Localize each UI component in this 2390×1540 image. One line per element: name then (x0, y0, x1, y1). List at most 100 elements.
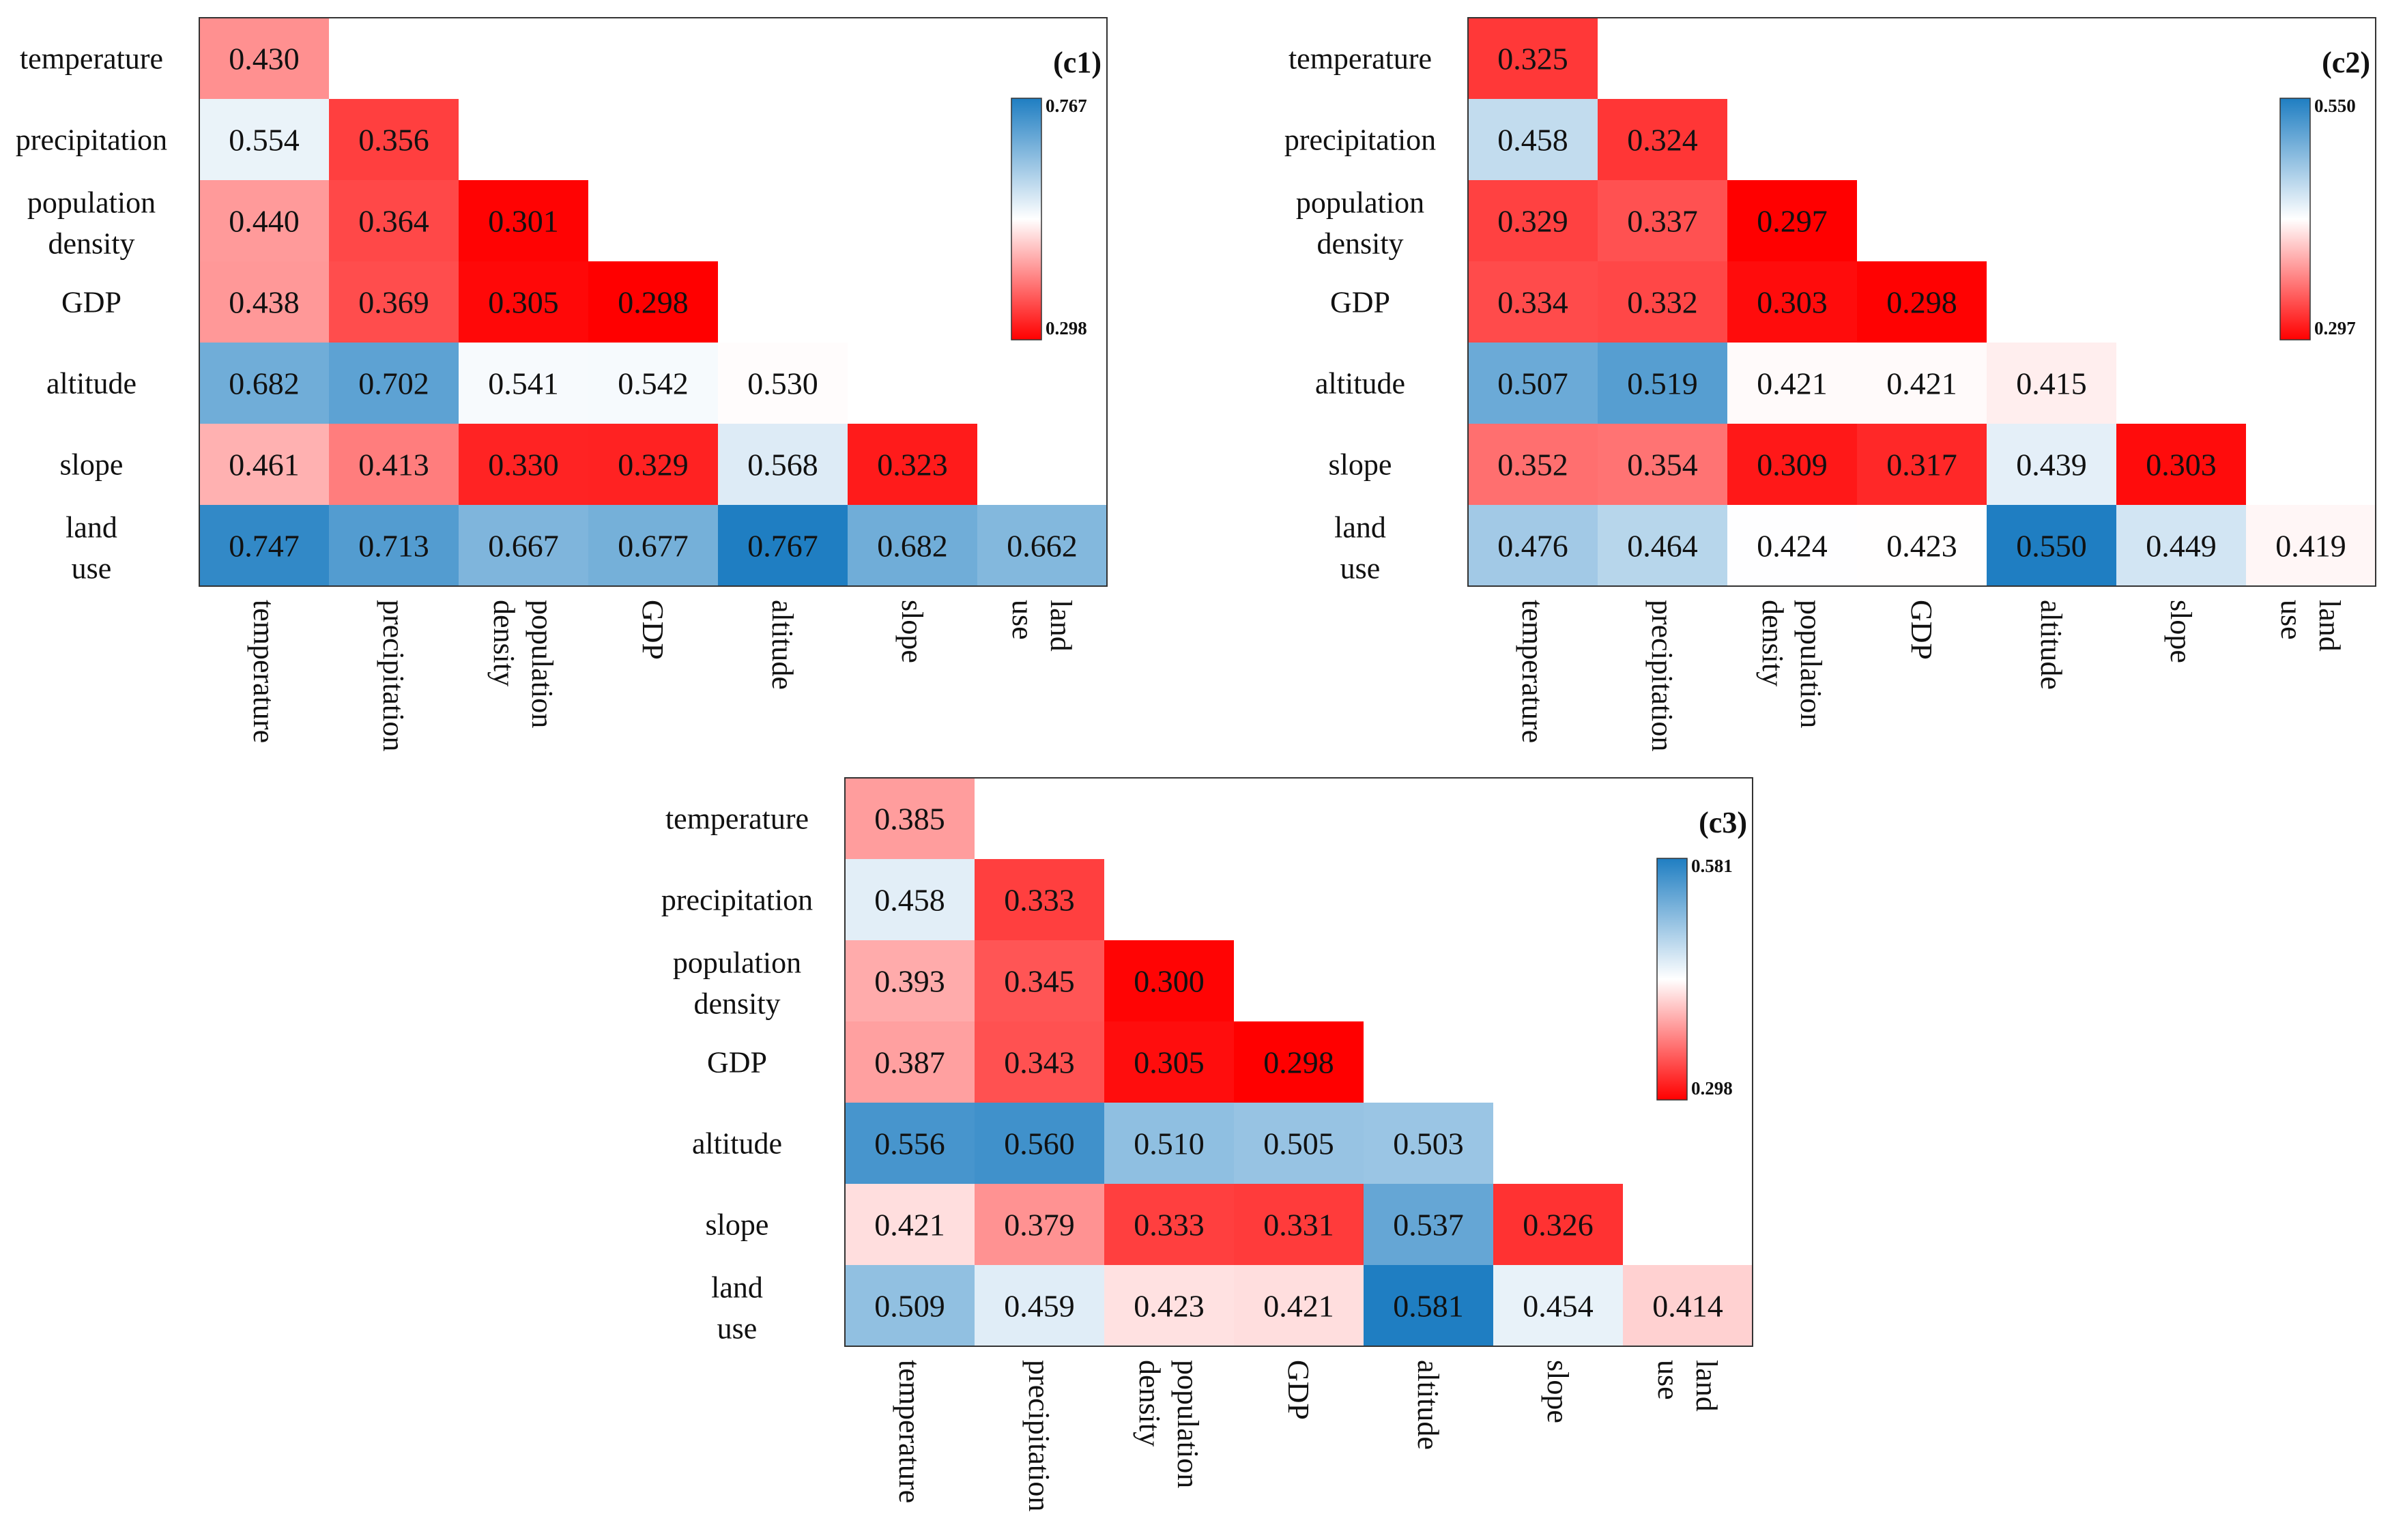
row-label: GDP (61, 286, 121, 319)
cell-value-label: 0.767 (747, 529, 818, 564)
column-label: populationdensity (1133, 1360, 1205, 1488)
cell-value-label: 0.329 (618, 448, 689, 482)
cell-value-label: 0.464 (1627, 529, 1698, 564)
heatmap-cell (1727, 343, 1857, 424)
heatmap-cell (845, 778, 975, 859)
cell-value-label: 0.424 (1757, 529, 1828, 564)
cell-value-label: 0.458 (874, 883, 945, 918)
cell-value-label: 0.541 (488, 366, 559, 401)
heatmap-cell (2246, 505, 2376, 586)
heatmap-cell (1987, 343, 2116, 424)
heatmap-cell (845, 1184, 975, 1265)
cell-value-label: 0.476 (1497, 529, 1568, 564)
heatmap-cell (329, 343, 459, 424)
heatmap-cell (2116, 505, 2246, 586)
colorbar (1656, 858, 1688, 1101)
cell-value-label: 0.542 (618, 366, 689, 401)
cell-value-label: 0.301 (488, 204, 559, 239)
heatmap-cell (459, 424, 588, 505)
cell-value-label: 0.393 (874, 964, 945, 999)
heatmap-cell (459, 261, 588, 343)
heatmap-cell (459, 180, 588, 261)
panel-title: (c3) (1699, 806, 1747, 839)
colorbar (2279, 98, 2311, 340)
cell-value-label: 0.438 (229, 285, 300, 320)
heatmap-cell (459, 343, 588, 424)
cell-value-label: 0.298 (1263, 1045, 1334, 1080)
heatmap-cell (1598, 343, 1727, 424)
heatmap-cell (975, 1184, 1104, 1265)
cell-value-label: 0.333 (1134, 1208, 1205, 1243)
heatmap-cell (1234, 1265, 1364, 1346)
plot-frame (1467, 17, 2376, 587)
cell-value-label: 0.323 (877, 448, 948, 482)
row-label: GDP (1330, 286, 1390, 319)
cell-value-label: 0.560 (1004, 1127, 1075, 1161)
cell-value-label: 0.509 (874, 1289, 945, 1324)
column-label: temperature (1516, 600, 1549, 743)
heatmap-cell (329, 424, 459, 505)
heatmap-cell (459, 505, 588, 586)
heatmap-cell (1104, 1265, 1234, 1346)
heatmap-cell (845, 940, 975, 1021)
heatmap-cell (845, 1265, 975, 1346)
heatmap-cell (2116, 424, 2246, 505)
heatmap-cell (1234, 1021, 1364, 1103)
heatmap-cell (588, 424, 718, 505)
heatmap-cell (1987, 424, 2116, 505)
column-label: altitude (2034, 600, 2068, 690)
row-label: population density (27, 186, 156, 261)
heatmap-cell (1857, 424, 1987, 505)
row-label: altitude (46, 367, 136, 401)
heatmap-cell (845, 859, 975, 940)
column-label: landuse (2275, 600, 2346, 652)
cell-value-label: 0.510 (1134, 1127, 1205, 1161)
heatmap-cell (199, 180, 329, 261)
heatmap-cell (1727, 424, 1857, 505)
column-label: landuse (1006, 600, 1078, 652)
cell-value-label: 0.439 (2016, 448, 2087, 482)
column-label: slope (2164, 600, 2198, 663)
heatmap-cell (975, 1021, 1104, 1103)
cell-value-label: 0.333 (1004, 883, 1075, 918)
cell-value-label: 0.421 (1886, 366, 1957, 401)
cell-value-label: 0.324 (1627, 123, 1698, 158)
heatmap-cell (199, 343, 329, 424)
row-label: altitude (1315, 367, 1405, 401)
heatmap-panel-2: 0.325 0.458 0.324 0.329 0.337 0.297 0.334 0.332… (1284, 17, 2376, 751)
heatmap-cell (1468, 180, 1598, 261)
cell-value-label: 0.682 (877, 529, 948, 564)
cell-value-label: 0.297 (1757, 204, 1828, 239)
heatmap-cell (588, 505, 718, 586)
row-label: slope (706, 1208, 769, 1242)
heatmap-cell (1468, 261, 1598, 343)
heatmap-cell (329, 261, 459, 343)
heatmap-cell (1857, 343, 1987, 424)
colorbar (1011, 98, 1042, 340)
column-label: temperature (893, 1360, 926, 1503)
heatmap-cell (848, 505, 977, 586)
heatmap-cell (1493, 1184, 1623, 1265)
heatmap-cell (1104, 1184, 1234, 1265)
heatmap-cell (975, 1103, 1104, 1184)
cell-value-label: 0.662 (1007, 529, 1078, 564)
panel-title: (c2) (2322, 46, 2370, 79)
heatmap-cell (588, 261, 718, 343)
cell-value-label: 0.507 (1497, 366, 1568, 401)
cell-value-label: 0.305 (488, 285, 559, 320)
cell-value-label: 0.454 (1523, 1289, 1594, 1324)
row-label: precipitation (16, 124, 167, 157)
cell-value-label: 0.677 (618, 529, 689, 564)
cell-value-label: 0.379 (1004, 1208, 1075, 1243)
cell-value-label: 0.298 (618, 285, 689, 320)
column-label: temperature (247, 600, 280, 743)
cell-value-label: 0.702 (358, 366, 429, 401)
column-label: slope (895, 600, 929, 663)
cell-value-label: 0.298 (1886, 285, 1957, 320)
heatmap-cell (975, 1265, 1104, 1346)
heatmap-cell (1598, 505, 1727, 586)
column-label: precipitation (377, 600, 410, 751)
heatmap-cell (975, 940, 1104, 1021)
column-label: GDP (1905, 600, 1938, 660)
